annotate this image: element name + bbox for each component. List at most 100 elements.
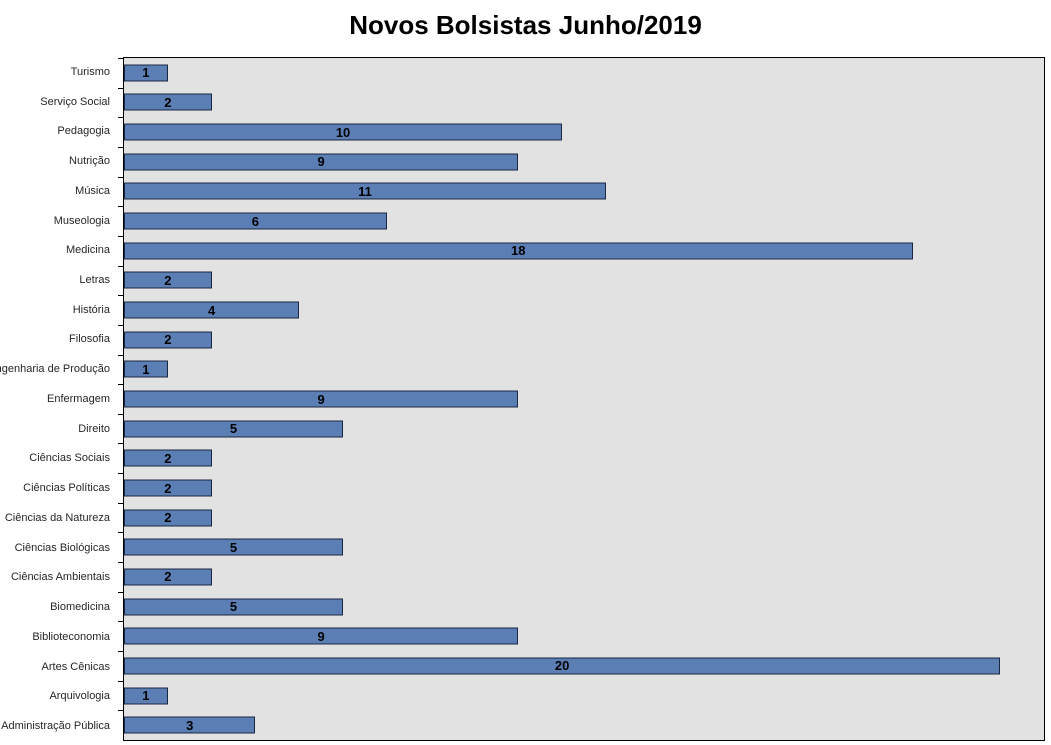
- bar: 2: [124, 509, 212, 527]
- y-axis-labels: Turismo Serviço Social Pedagogia Nutrição Mú…: [0, 57, 117, 741]
- y-axis-tick: [118, 680, 123, 682]
- bar-row: 2: [124, 562, 1044, 592]
- y-axis-tick: [118, 87, 123, 89]
- bar-row: 6: [124, 206, 1044, 236]
- bar-row: 2: [124, 503, 1044, 533]
- bar-row: 2: [124, 473, 1044, 503]
- bar-value-label: 2: [164, 569, 172, 585]
- bar-row: 1: [124, 58, 1044, 88]
- bar-row: 4: [124, 295, 1044, 325]
- bar-value-label: 1: [142, 688, 150, 704]
- category-label: Biomedicina: [50, 601, 110, 614]
- bar-value-label: 9: [317, 391, 325, 407]
- bar-value-label: 5: [229, 599, 238, 615]
- y-axis-tick: [118, 354, 123, 356]
- category-label: História: [72, 303, 110, 316]
- category-label: Letras: [79, 274, 110, 286]
- bar: 9: [124, 390, 519, 408]
- bar-value-label: 2: [164, 450, 172, 466]
- y-axis-tick: [118, 117, 123, 119]
- bar-value-label: 9: [317, 628, 325, 644]
- y-axis-tick: [118, 295, 123, 297]
- bar: 11: [124, 182, 606, 200]
- category-label: Ciências Políticas: [23, 482, 110, 495]
- category-label: Serviço Social: [40, 95, 110, 108]
- category-label: Pedagogia: [57, 125, 110, 138]
- y-axis-tick: [118, 146, 123, 148]
- bar-row: 5: [124, 414, 1044, 444]
- bar: 2: [124, 568, 212, 586]
- bar-row: 18: [124, 236, 1044, 266]
- bar-value-label: 20: [554, 658, 570, 674]
- bar: 4: [124, 301, 300, 319]
- category-label: Nutrição: [69, 155, 110, 168]
- bar-value-label: 5: [229, 421, 238, 437]
- bar-value-label: 18: [511, 243, 526, 259]
- bar-value-label: 5: [229, 539, 238, 555]
- bar: 5: [124, 420, 344, 438]
- bar: 2: [124, 93, 212, 111]
- category-label: Ciências da Natureza: [4, 511, 110, 524]
- bar-value-label: 2: [164, 510, 172, 526]
- bar-value-label: 1: [142, 65, 150, 81]
- category-label: Engenharia de Produção: [0, 363, 110, 376]
- bar: 9: [124, 153, 519, 171]
- y-axis-tick: [118, 621, 123, 623]
- bar: 1: [124, 64, 168, 82]
- category-label: Direito: [78, 422, 110, 435]
- bar-row: 1: [124, 355, 1044, 385]
- bar-row: 2: [124, 444, 1044, 474]
- bar-row: 10: [124, 117, 1044, 147]
- bar-row: 11: [124, 177, 1044, 207]
- bar: 1: [124, 360, 168, 378]
- category-label: Música: [75, 184, 110, 197]
- y-axis-tick: [118, 413, 123, 415]
- y-axis-tick: [118, 206, 123, 208]
- category-label: Biblioteconomia: [32, 630, 110, 643]
- y-axis-tick: [118, 562, 123, 564]
- category-label: Museologia: [53, 214, 110, 227]
- category-label: Ciências Ambientais: [10, 571, 110, 584]
- category-label: Arquivologia: [49, 690, 110, 703]
- bar-value-label: 11: [358, 183, 372, 199]
- category-label: Ciências Sociais: [29, 452, 110, 465]
- y-axis-tick: [118, 58, 123, 59]
- plot-area: 1 2 10 9 11 6 18 2 4 2 1 9 5 2 2 2 5 2 5 9 20 1 3: [118, 57, 1045, 741]
- category-label: Ciências Biológicas: [14, 541, 110, 554]
- y-axis-tick: [118, 473, 123, 475]
- bar-value-label: 2: [164, 332, 172, 348]
- y-axis-tick: [118, 265, 123, 267]
- bar-row: 1: [124, 681, 1044, 711]
- bar-row: 9: [124, 384, 1044, 414]
- bar-value-label: 1: [142, 361, 150, 377]
- bar-value-label: 3: [186, 717, 194, 733]
- bar: 2: [124, 449, 212, 467]
- bar: 18: [124, 242, 913, 260]
- y-axis-tick: [118, 384, 123, 386]
- bar-value-label: 6: [251, 213, 260, 229]
- bar-row: 9: [124, 621, 1044, 651]
- y-axis-tick: [118, 235, 123, 237]
- bar-row: 2: [124, 88, 1044, 118]
- bar: 2: [124, 479, 212, 497]
- y-axis-tick: [118, 502, 123, 504]
- bar-row: 20: [124, 651, 1044, 681]
- bar-rows: 1 2 10 9 11 6 18 2 4 2 1 9 5 2 2 2 5 2 5 9 20 1 3: [118, 58, 1044, 740]
- category-label: Enfermagem: [47, 392, 110, 405]
- bar: 5: [124, 538, 344, 556]
- y-axis-tick: [118, 532, 123, 534]
- bar: 3: [124, 716, 256, 734]
- bar-row: 3: [124, 710, 1044, 740]
- category-label: Turismo: [70, 65, 110, 78]
- bar: 1: [124, 687, 168, 705]
- bar-value-label: 4: [208, 302, 216, 318]
- category-label: Medicina: [65, 244, 110, 257]
- bar-value-label: 2: [164, 480, 172, 496]
- bar: 2: [124, 331, 212, 349]
- bar-row: 5: [124, 533, 1044, 563]
- bar-value-label: 2: [164, 94, 172, 110]
- category-label: Administração Pública: [1, 720, 110, 733]
- category-label: Artes Cênicas: [41, 660, 110, 673]
- y-axis-tick: [118, 651, 123, 653]
